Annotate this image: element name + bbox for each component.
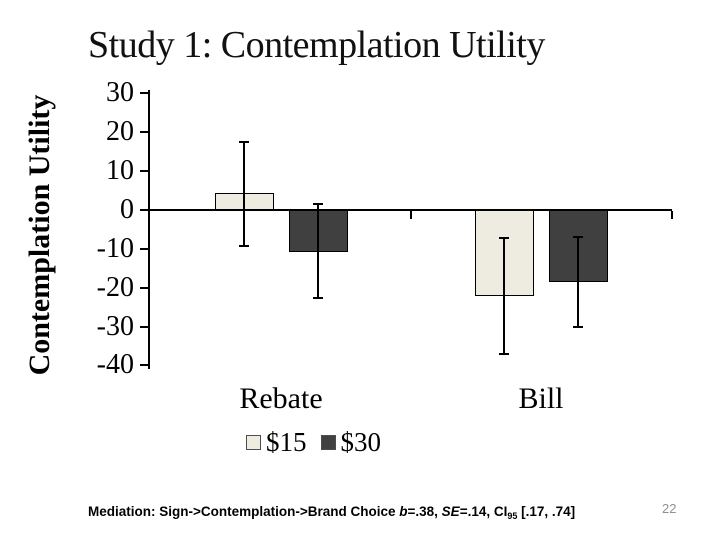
error-bar-cap-bottom [313, 297, 323, 299]
bar-chart: Contemplation Utility 30 20 10 0 -10 -20 -30 -4… [23, 77, 673, 456]
x-axis-tick [410, 211, 412, 219]
error-bar-line [317, 204, 319, 298]
error-bar-cap-bottom [499, 353, 509, 355]
footnote-ci-subscript: 95 [507, 511, 518, 521]
slide-title: Study 1: Contemplation Utility [88, 24, 545, 66]
category-label-bill: Bill [518, 382, 564, 415]
y-tick-label: 0 [120, 194, 134, 225]
legend: $15 $30 [246, 429, 381, 456]
y-axis-tick [140, 92, 148, 95]
y-tick-label: 30 [106, 77, 134, 109]
error-bar-line [503, 237, 505, 355]
legend-label: $15 [266, 427, 307, 457]
y-axis-tick [140, 209, 148, 211]
footnote-prefix: Mediation: Sign->Contemplation->Brand Ch… [88, 504, 400, 519]
legend-item-15: $15 [246, 429, 307, 456]
y-axis-tick [140, 131, 148, 134]
y-tick-label: 10 [106, 155, 134, 187]
footnote-se-label: SE [441, 504, 460, 519]
error-bar-cap-top [499, 237, 509, 239]
y-axis-tick [140, 286, 148, 289]
footnote-after-se: =.14, CI [459, 504, 508, 519]
y-axis-tick [140, 364, 148, 367]
error-bar-cap-top [239, 141, 249, 143]
footnote-ci-interval: [.17, .74] [517, 504, 576, 519]
y-tick-label: -40 [96, 349, 134, 381]
y-tick-label: -10 [96, 232, 134, 264]
y-axis-title-text: Contemplation Utility [23, 94, 56, 376]
y-axis-tick [140, 170, 148, 173]
legend-key-swatch [246, 435, 261, 450]
footnote-b-label: b [399, 504, 408, 519]
legend-key-swatch [320, 435, 336, 450]
y-axis-tick [140, 247, 148, 250]
error-bar-cap-bottom [239, 245, 249, 247]
category-label-rebate: Rebate [239, 382, 323, 415]
error-bar-cap-top [573, 236, 583, 238]
legend-item-30: $30 [320, 427, 382, 457]
error-bar-line [577, 236, 579, 327]
x-axis [148, 209, 672, 211]
y-tick-label: -30 [96, 310, 134, 342]
error-bar-cap-bottom [573, 326, 583, 328]
page-number: 22 [662, 501, 677, 516]
error-bar-line [243, 141, 245, 247]
footnote-after-b: =.38, [407, 504, 442, 519]
footnote: Mediation: Sign->Contemplation->Brand Ch… [88, 503, 648, 525]
legend-label: $30 [340, 427, 382, 457]
y-axis [148, 90, 150, 369]
y-tick-label: 20 [106, 116, 134, 148]
y-axis-tick [140, 325, 148, 328]
error-bar-cap-top [313, 203, 323, 205]
x-axis-tick [671, 211, 673, 219]
y-tick-label: -20 [96, 271, 134, 303]
